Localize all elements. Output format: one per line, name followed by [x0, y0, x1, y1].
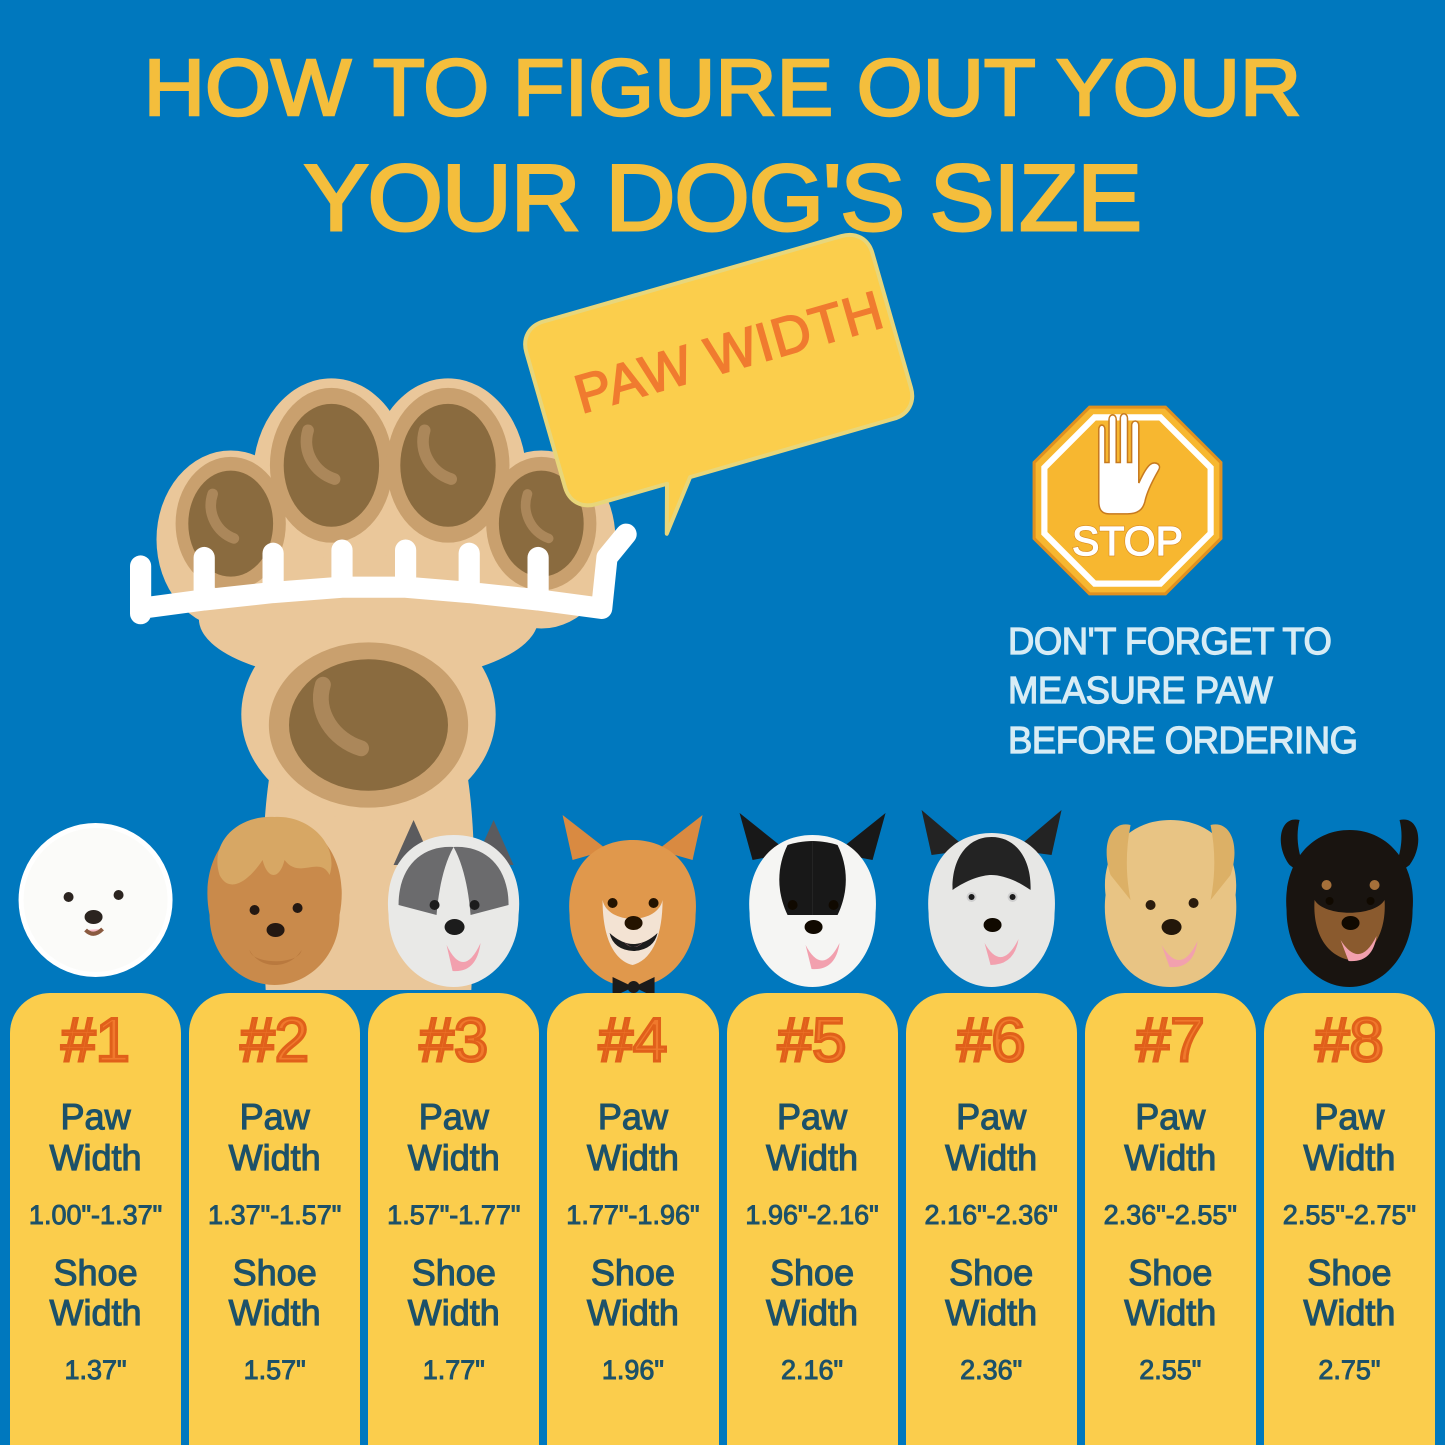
- svg-text:STOP: STOP: [1072, 518, 1183, 564]
